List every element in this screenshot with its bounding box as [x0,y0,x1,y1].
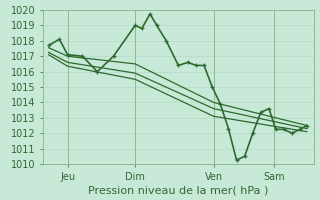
X-axis label: Pression niveau de la mer( hPa ): Pression niveau de la mer( hPa ) [88,186,268,196]
